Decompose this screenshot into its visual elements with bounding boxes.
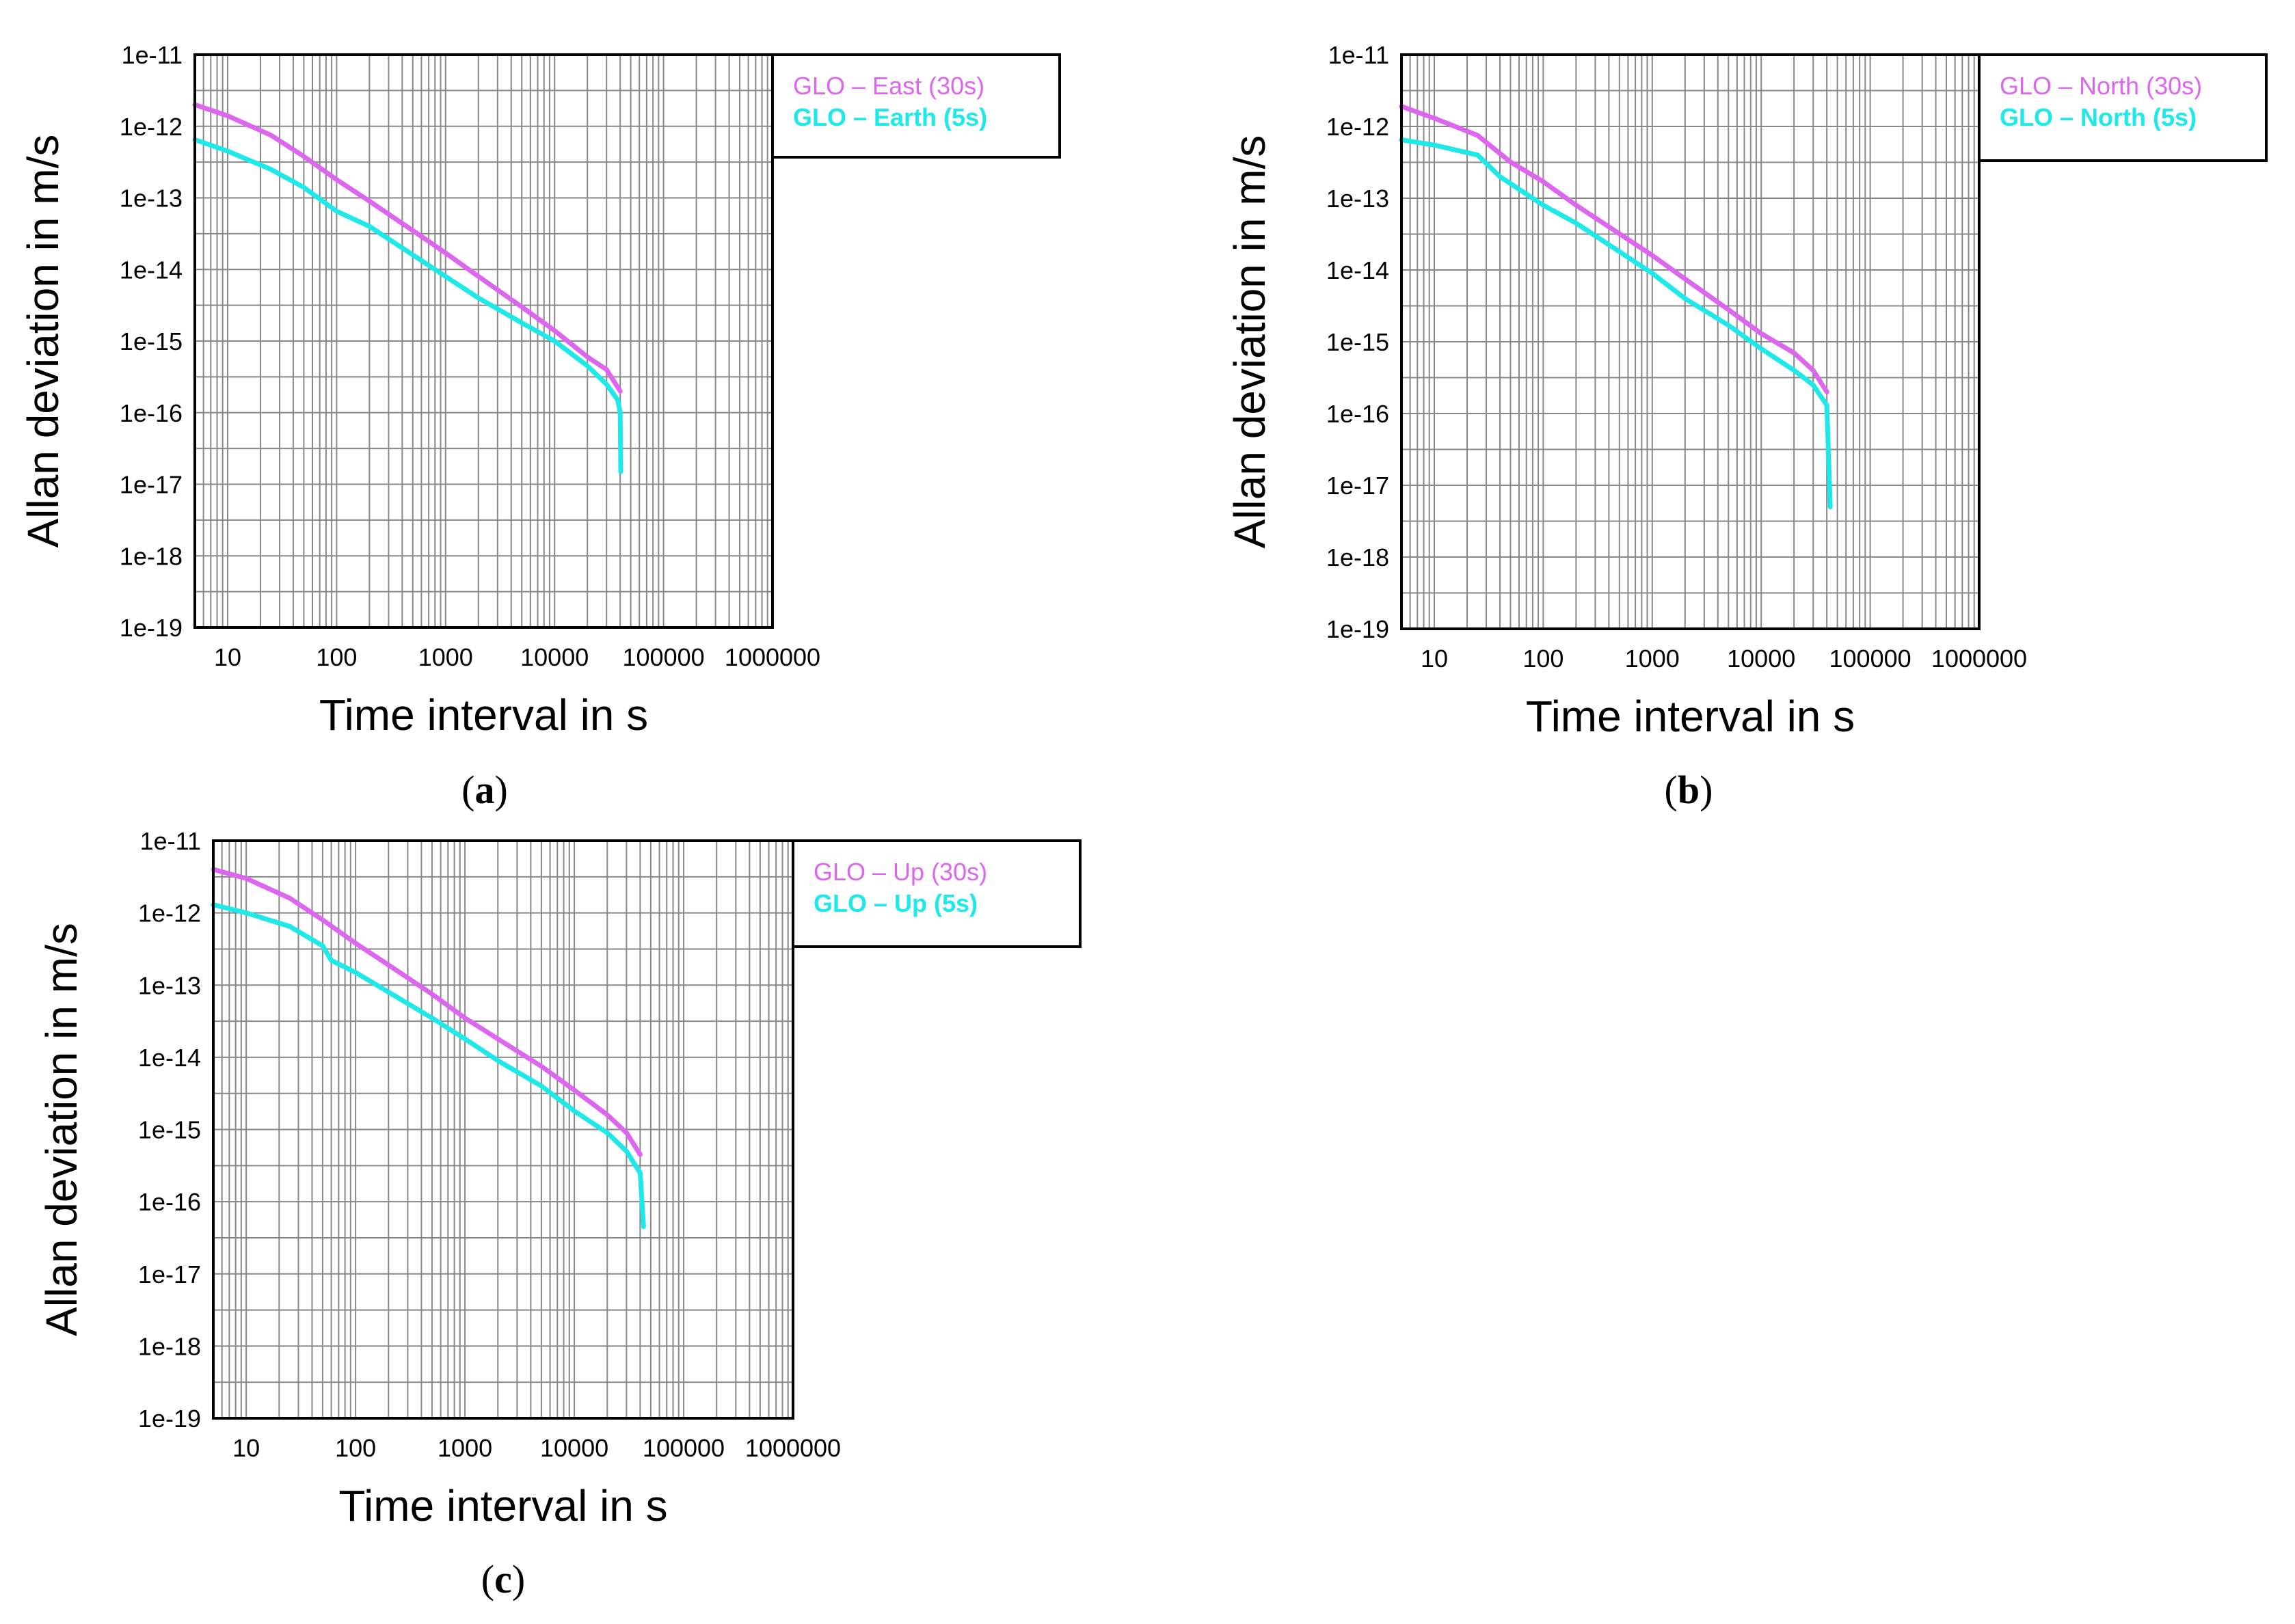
x-axis-title: Time interval in s bbox=[1526, 692, 1855, 741]
figure-canvas: 10 100 1000 10000 100000 1000000 1e-11 1e-12 1e-… bbox=[0, 0, 2295, 1624]
panel-caption: (c) bbox=[481, 1557, 525, 1601]
y-tick-label: 1e-14 bbox=[1326, 256, 1389, 284]
legend-entry: GLO – North (30s) bbox=[2000, 72, 2202, 100]
panel-caption: (a) bbox=[461, 768, 508, 812]
legend: GLO – North (30s) GLO – North (5s) bbox=[1979, 55, 2266, 161]
y-tick-label: 1e-13 bbox=[138, 971, 201, 999]
legend-entry: GLO – Up (5s) bbox=[814, 889, 978, 917]
x-tick-label: 1000 bbox=[418, 643, 473, 671]
y-tick-label: 1e-18 bbox=[138, 1332, 201, 1360]
x-tick-label: 10 bbox=[1421, 645, 1448, 673]
y-tick-label: 1e-12 bbox=[1326, 113, 1389, 141]
y-tick-label: 1e-13 bbox=[120, 185, 183, 213]
y-tick-label: 1e-14 bbox=[138, 1044, 201, 1072]
y-tick-label: 1e-16 bbox=[138, 1188, 201, 1216]
x-tick-label: 10000 bbox=[1727, 645, 1795, 673]
y-axis-title: Allan deviation in m/s bbox=[18, 135, 68, 548]
legend: GLO – Up (30s) GLO – Up (5s) bbox=[793, 841, 1080, 947]
y-tick-label: 1e-12 bbox=[138, 899, 201, 928]
x-tick-label: 100 bbox=[1522, 645, 1563, 673]
y-tick-label: 1e-19 bbox=[120, 614, 183, 642]
y-tick-label: 1e-12 bbox=[120, 113, 183, 141]
y-tick-label: 1e-17 bbox=[120, 471, 183, 499]
x-tick-label: 100 bbox=[316, 643, 357, 671]
x-tick-label: 1000 bbox=[438, 1434, 492, 1462]
panel-caption: (b) bbox=[1665, 768, 1713, 812]
x-tick-label: 10 bbox=[214, 643, 241, 671]
y-tick-label: 1e-16 bbox=[120, 399, 183, 427]
y-tick-label: 1e-18 bbox=[120, 542, 183, 570]
x-tick-label: 1000 bbox=[1625, 645, 1680, 673]
y-tick-label: 1e-19 bbox=[1326, 615, 1389, 643]
y-tick-label: 1e-15 bbox=[120, 327, 183, 355]
y-tick-label: 1e-14 bbox=[120, 256, 183, 284]
y-tick-label: 1e-17 bbox=[138, 1260, 201, 1288]
panel-caption-letter: a bbox=[475, 768, 495, 812]
y-axis-title: Allan deviation in m/s bbox=[37, 923, 86, 1336]
panel-caption-letter: b bbox=[1678, 768, 1700, 812]
y-tick-label: 1e-19 bbox=[138, 1405, 201, 1433]
legend-entry: GLO – Up (30s) bbox=[814, 858, 987, 886]
legend-entry: GLO – North (5s) bbox=[2000, 103, 2197, 131]
x-tick-label: 100000 bbox=[1829, 645, 1911, 673]
y-tick-label: 1e-11 bbox=[122, 41, 183, 69]
legend-entry: GLO – East (30s) bbox=[793, 72, 984, 100]
x-axis-title: Time interval in s bbox=[338, 1481, 667, 1530]
y-tick-label: 1e-11 bbox=[140, 827, 201, 855]
x-tick-label: 100 bbox=[335, 1434, 376, 1462]
x-tick-label: 10000 bbox=[540, 1434, 608, 1462]
x-tick-label: 10 bbox=[232, 1434, 260, 1462]
x-tick-label: 10000 bbox=[520, 643, 589, 671]
x-tick-label: 1000000 bbox=[725, 643, 820, 671]
y-tick-label: 1e-18 bbox=[1326, 543, 1389, 571]
y-tick-label: 1e-16 bbox=[1326, 400, 1389, 428]
y-tick-label: 1e-17 bbox=[1326, 472, 1389, 500]
y-tick-label: 1e-11 bbox=[1328, 41, 1389, 69]
x-axis-title: Time interval in s bbox=[319, 690, 648, 740]
legend: GLO – East (30s) GLO – Earth (5s) bbox=[773, 55, 1060, 157]
x-tick-label: 100000 bbox=[643, 1434, 725, 1462]
y-tick-label: 1e-13 bbox=[1326, 185, 1389, 213]
y-axis-title: Allan deviation in m/s bbox=[1225, 135, 1274, 549]
x-tick-label: 100000 bbox=[623, 643, 705, 671]
panel-caption-letter: c bbox=[494, 1557, 512, 1601]
x-tick-label: 1000000 bbox=[1931, 645, 2027, 673]
x-tick-label: 1000000 bbox=[745, 1434, 841, 1462]
y-tick-label: 1e-15 bbox=[1326, 328, 1389, 356]
legend-entry: GLO – Earth (5s) bbox=[793, 103, 987, 131]
y-tick-label: 1e-15 bbox=[138, 1116, 201, 1144]
